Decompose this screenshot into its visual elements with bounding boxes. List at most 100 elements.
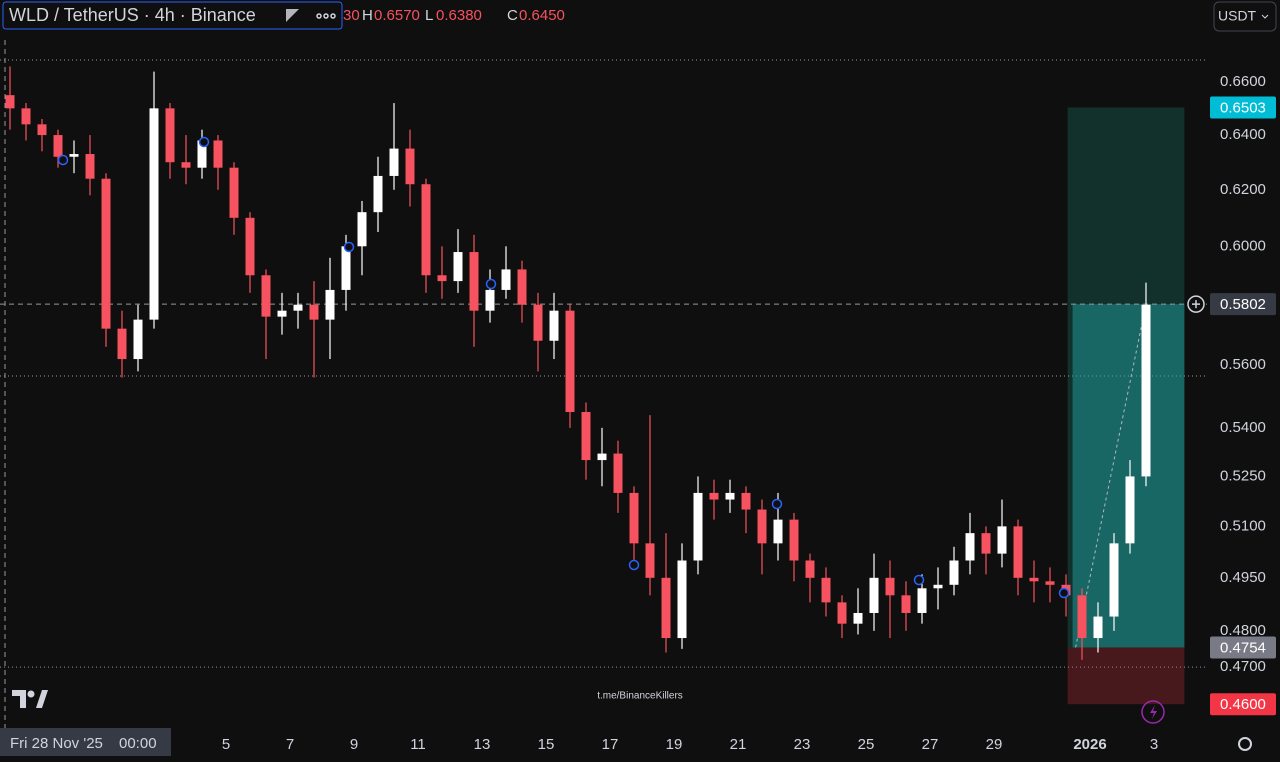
candle-body	[885, 577, 895, 596]
progress-line	[1075, 304, 1147, 648]
symbol-title: WLD / TetherUS · 4h · Binance	[9, 5, 256, 25]
x-tick-label: 27	[922, 736, 939, 753]
target-label: 0.6503	[1220, 100, 1266, 117]
candle-body	[101, 178, 111, 329]
chevron	[1261, 14, 1269, 19]
y-tick-label: 0.6200	[1220, 181, 1266, 198]
candle-body	[85, 154, 95, 179]
candle-body	[1109, 543, 1119, 617]
ohlc-close: 0.6450	[519, 7, 565, 24]
candle-body	[597, 453, 607, 461]
candle-body	[133, 319, 143, 360]
crosshair-time: 00:00	[119, 735, 157, 752]
progress-zone	[1072, 304, 1185, 648]
crosshair-date: Fri 28 Nov '25	[10, 735, 103, 752]
symbol-box[interactable]	[2, 1, 343, 30]
x-tick-label: 11	[410, 736, 426, 753]
candle-body	[661, 577, 671, 639]
x-tick-label: 15	[538, 736, 555, 753]
candle-body	[389, 148, 399, 176]
candle-body	[837, 602, 847, 624]
candle-body	[1077, 595, 1087, 639]
y-tick-label: 0.6400	[1220, 126, 1266, 143]
candle-body	[741, 492, 751, 510]
candle-body	[117, 328, 127, 360]
candle-body	[805, 560, 815, 578]
candle-body	[645, 543, 655, 578]
target-label-box	[1210, 96, 1276, 119]
candle-body	[1045, 581, 1055, 585]
candle-body	[1141, 304, 1151, 477]
candle-body	[869, 577, 879, 613]
candle-body	[341, 246, 351, 290]
candle-body	[789, 519, 799, 561]
candle-body	[229, 167, 239, 218]
x-tick-label: 2026	[1073, 736, 1106, 753]
candle-body	[949, 560, 959, 585]
y-tick-label: 0.4800	[1220, 622, 1266, 639]
candle-body	[629, 492, 639, 544]
candle-body	[309, 304, 319, 320]
candle-body	[917, 588, 927, 613]
candle-body	[485, 289, 495, 311]
x-tick-label: 19	[666, 736, 683, 753]
candle-body	[469, 252, 479, 311]
candle-body	[1013, 526, 1023, 578]
candle-body	[53, 135, 63, 157]
x-tick-label: 13	[474, 736, 491, 753]
candle-body	[277, 310, 287, 317]
candle-body	[693, 492, 703, 561]
x-tick-label: 7	[286, 736, 294, 753]
profit-zone	[1067, 107, 1185, 648]
candle-body	[437, 275, 447, 282]
candle-body	[533, 304, 543, 341]
entry-label: 0.4754	[1220, 639, 1266, 656]
candle-body	[165, 108, 175, 163]
candle-body	[1093, 616, 1103, 639]
candle-body	[373, 175, 383, 213]
y-tick-label: 0.5600	[1220, 356, 1266, 373]
y-tick-label: 0.5250	[1220, 467, 1266, 484]
candle-body	[1125, 476, 1135, 544]
candle-body	[581, 411, 591, 461]
candle-body	[725, 492, 735, 500]
watermark: t.me/BinanceKillers	[597, 691, 683, 702]
axis-bg	[1207, 36, 1280, 726]
candle-body	[181, 162, 191, 168]
candle-body	[853, 612, 863, 624]
alert-icon[interactable]	[1141, 700, 1165, 724]
candle-body	[757, 509, 767, 544]
candle-body	[325, 289, 335, 320]
ohlc-h-label: H	[362, 7, 373, 24]
entry-label-box	[1210, 636, 1276, 659]
y-tick-label: 0.4950	[1220, 569, 1266, 586]
candle-body	[821, 577, 831, 603]
candle-body	[405, 148, 415, 185]
ohlc-l-label: L	[425, 7, 433, 24]
currency: USDT	[1218, 8, 1257, 24]
candle-body	[37, 124, 47, 136]
candle-body	[501, 269, 511, 290]
current-label-box	[1210, 293, 1276, 316]
ohlc-open: 30	[343, 7, 360, 24]
y-tick-label: 0.6000	[1220, 237, 1266, 254]
more-icon[interactable]	[316, 13, 336, 19]
currency-button[interactable]	[1213, 1, 1277, 32]
crosshair-date-box	[0, 728, 171, 756]
ohlc-high: 0.6570	[374, 7, 420, 24]
flag-icon[interactable]	[286, 9, 299, 22]
candle-body	[245, 217, 255, 276]
candle-body	[517, 269, 527, 305]
candle-body	[197, 140, 207, 168]
candle-body	[149, 108, 159, 320]
x-tick-label: 17	[602, 736, 619, 753]
settings-icon[interactable]	[1238, 737, 1252, 751]
ohlc-c-label: C	[507, 7, 518, 24]
event-markers[interactable]	[57, 136, 1070, 599]
x-tick-label: 3	[1150, 736, 1158, 753]
plus	[1192, 300, 1200, 309]
stop-label: 0.4600	[1220, 696, 1266, 713]
